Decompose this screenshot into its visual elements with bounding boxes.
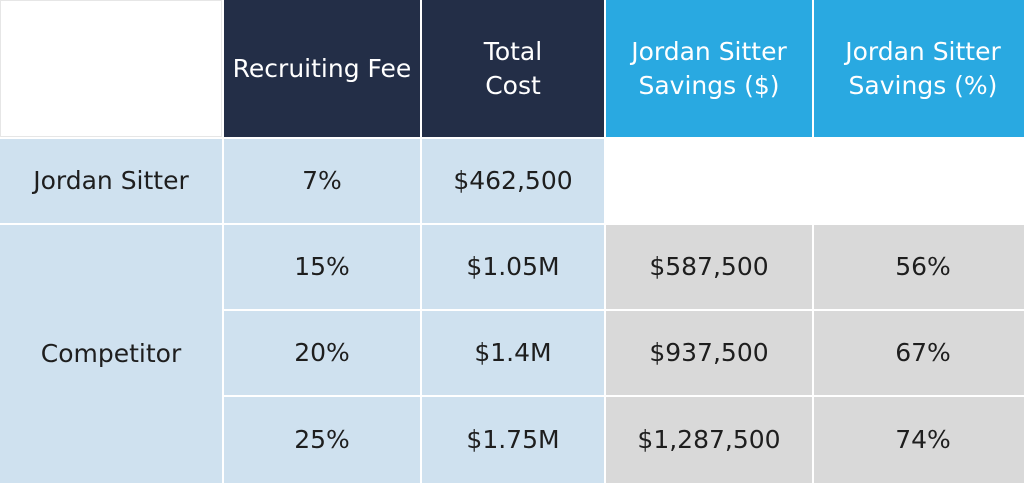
- competitor-savings-percent: 74%: [895, 425, 951, 454]
- competitor-savings-percent: 67%: [895, 338, 951, 367]
- jordan-sitter-fee: 7%: [302, 166, 342, 195]
- jordan-sitter-total-cost-cell: $462,500: [422, 139, 604, 223]
- row-label-jordan-sitter: Jordan Sitter: [0, 139, 222, 223]
- competitor-total-cost: $1.4M: [474, 338, 552, 367]
- row-label-competitor: Competitor: [0, 225, 222, 483]
- header-savings-dollars-label: Jordan Sitter Savings ($): [631, 36, 787, 100]
- jordan-sitter-total-cost: $462,500: [453, 166, 573, 195]
- competitor-savings-percent-cell: 67%: [814, 311, 1024, 395]
- competitor-fee-cell: 15%: [224, 225, 420, 309]
- header-total-cost: Total Cost: [422, 0, 604, 137]
- competitor-fee-cell: 20%: [224, 311, 420, 395]
- competitor-total-cost-cell: $1.05M: [422, 225, 604, 309]
- competitor-savings-percent-cell: 56%: [814, 225, 1024, 309]
- competitor-savings-dollars-cell: $587,500: [606, 225, 812, 309]
- competitor-total-cost: $1.05M: [466, 252, 560, 281]
- competitor-total-cost: $1.75M: [466, 425, 560, 454]
- competitor-savings-dollars-cell: $1,287,500: [606, 397, 812, 483]
- header-recruiting-fee: Recruiting Fee: [224, 0, 420, 137]
- jordan-sitter-fee-cell: 7%: [224, 139, 420, 223]
- competitor-fee: 15%: [294, 252, 350, 281]
- header-savings-dollars: Jordan Sitter Savings ($): [606, 0, 812, 137]
- competitor-savings-dollars: $587,500: [649, 252, 769, 281]
- table-corner-cell: [0, 0, 222, 137]
- competitor-savings-dollars: $937,500: [649, 338, 769, 367]
- header-recruiting-fee-label: Recruiting Fee: [232, 53, 412, 83]
- competitor-total-cost-cell: $1.4M: [422, 311, 604, 395]
- jordan-sitter-savings-percent-empty: [814, 139, 1024, 223]
- row-label-competitor-text: Competitor: [40, 339, 182, 368]
- competitor-total-cost-cell: $1.75M: [422, 397, 604, 483]
- competitor-fee-cell: 25%: [224, 397, 420, 483]
- competitor-fee: 25%: [294, 425, 350, 454]
- competitor-savings-dollars: $1,287,500: [637, 425, 781, 454]
- competitor-fee: 20%: [294, 338, 350, 367]
- header-total-cost-label: Total Cost: [483, 36, 543, 100]
- row-label-jordan-sitter-text: Jordan Sitter: [33, 166, 189, 195]
- header-savings-percent-label: Jordan Sitter Savings (%): [845, 36, 1001, 100]
- header-savings-percent: Jordan Sitter Savings (%): [814, 0, 1024, 137]
- competitor-savings-dollars-cell: $937,500: [606, 311, 812, 395]
- competitor-savings-percent-cell: 74%: [814, 397, 1024, 483]
- competitor-savings-percent: 56%: [895, 252, 951, 281]
- jordan-sitter-savings-dollars-empty: [606, 139, 812, 223]
